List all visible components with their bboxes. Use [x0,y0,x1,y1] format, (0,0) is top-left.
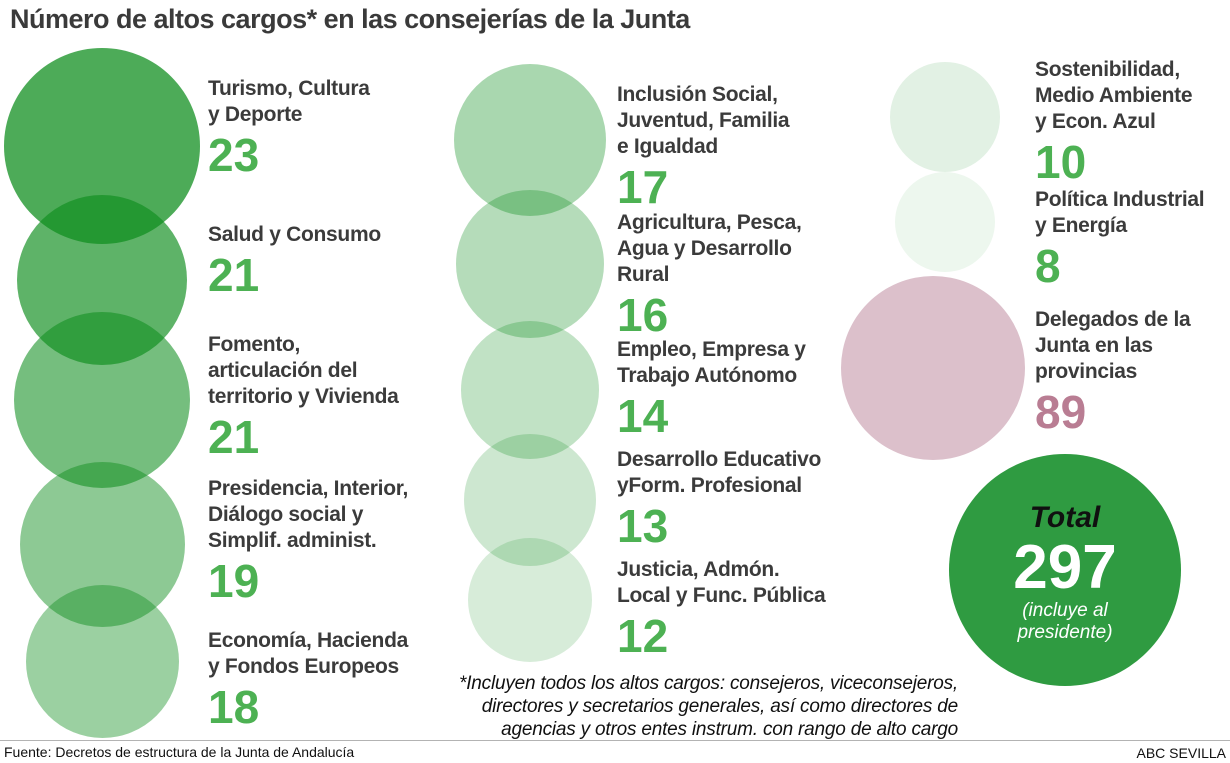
label-block-politica-industrial: Política Industrial y Energía 8 [1035,187,1205,292]
label-block-presidencia: Presidencia, Interior, Diálogo social y … [208,476,408,605]
category-label: Fomento, articulación del territorio y V… [208,333,399,408]
category-label: Sostenibilidad, Medio Ambiente y Econ. A… [1035,58,1193,133]
category-label: Desarrollo Educativo yForm. Profesional [617,448,822,497]
bubble-politica-industrial [895,172,995,272]
label-block-sostenibilidad: Sostenibilidad, Medio Ambiente y Econ. A… [1035,57,1193,188]
label-block-fomento: Fomento, articulación del territorio y V… [208,332,399,461]
category-label: Presidencia, Interior, Diálogo social y … [208,477,408,552]
bubble-desarrollo-educativo [464,434,596,566]
label-block-inclusion: Inclusión Social, Juventud, Familia e Ig… [617,82,790,213]
label-block-empleo: Empleo, Empresa y Trabajo Autónomo 14 [617,337,806,440]
chart-title: Número de altos cargos* en las consejerí… [10,4,690,34]
label-block-delegados: Delegados de la Junta en las provincias … [1035,307,1191,438]
category-label: Empleo, Empresa y Trabajo Autónomo [617,338,806,387]
bubble-delegados [841,276,1025,460]
category-value: 19 [208,555,260,607]
bubble-presidencia [20,462,185,627]
category-value: 17 [617,161,669,213]
category-label: Delegados de la Junta en las provincias [1035,308,1191,383]
category-value: 8 [1035,240,1061,292]
bubble-empleo [461,321,599,459]
total-note: (incluye al presidente) [1017,600,1113,643]
category-value: 13 [617,500,669,552]
label-block-economia: Economía, Hacienda y Fondos Europeos 18 [208,628,408,731]
category-value: 18 [208,681,260,733]
total-value: 297 [1013,533,1117,602]
category-value: 89 [1035,386,1087,438]
category-label: Salud y Consumo [208,223,381,246]
label-block-salud: Salud y Consumo 21 [208,222,381,299]
bubble-fomento [14,312,190,488]
bubble-justicia [468,538,592,662]
category-label: Inclusión Social, Juventud, Familia e Ig… [617,83,790,158]
category-value: 21 [208,249,260,301]
category-value: 16 [617,289,669,341]
footnote: *Incluyen todos los altos cargos: consej… [459,673,958,740]
label-block-justicia: Justicia, Admón. Local y Func. Pública 1… [617,557,826,662]
label-block-agricultura: Agricultura, Pesca, Agua y Desarrollo Ru… [617,210,802,339]
bubble-sostenibilidad [890,62,1000,172]
footer-divider [0,740,1230,741]
label-block-desarrollo-educativo: Desarrollo Educativo yForm. Profesional … [617,447,821,550]
bubble-inclusion [454,64,606,216]
category-label: Justicia, Admón. Local y Func. Pública [617,558,826,607]
category-value: 21 [208,411,260,463]
publisher-credit: ABC SEVILLA [1136,745,1227,761]
category-value: 12 [617,610,669,662]
category-value: 23 [208,129,260,181]
category-label: Política Industrial y Energía [1035,188,1205,237]
source-credit: Fuente: Decretos de estructura de la Jun… [4,744,355,760]
category-value: 14 [617,390,669,442]
category-label: Agricultura, Pesca, Agua y Desarrollo Ru… [617,211,802,286]
total-label: Total [1029,501,1101,534]
label-block-turismo: Turismo, Cultura y Deporte 23 [208,76,370,179]
bubble-economia [26,585,179,738]
bubble-agricultura [456,190,604,338]
category-value: 10 [1035,136,1087,188]
bubble-total: Total 297 (incluye al presidente) [949,454,1181,686]
category-label: Economía, Hacienda y Fondos Europeos [208,629,408,678]
category-label: Turismo, Cultura y Deporte [208,77,370,126]
